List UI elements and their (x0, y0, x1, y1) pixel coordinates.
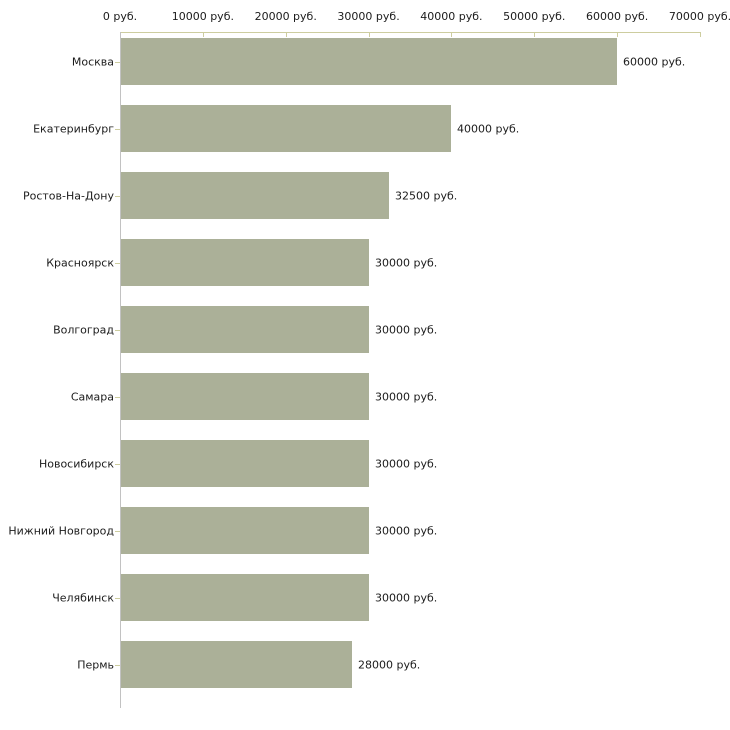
x-axis-tick-label: 60000 руб. (586, 10, 649, 23)
category-axis-tick (115, 196, 120, 197)
x-axis-tick-label: 70000 руб. (668, 10, 730, 23)
bar (121, 239, 369, 286)
category-label: Екатеринбург (33, 122, 114, 135)
value-label: 30000 руб. (375, 256, 438, 269)
category-label: Ростов-На-Дону (22, 189, 114, 202)
category-axis-tick (115, 397, 120, 398)
category-label: Нижний Новгород (8, 524, 114, 537)
category-label: Красноярск (46, 256, 114, 269)
x-axis-tick-label: 50000 руб. (503, 10, 566, 23)
bar (121, 440, 369, 487)
x-axis-tick (534, 32, 536, 37)
x-axis-tick (700, 32, 701, 37)
value-label: 30000 руб. (375, 591, 438, 604)
x-axis-line (120, 32, 700, 33)
bar (121, 105, 451, 152)
value-label: 40000 руб. (457, 122, 520, 135)
bar (121, 641, 352, 688)
category-axis-tick (115, 598, 120, 599)
category-axis-tick (115, 62, 120, 63)
x-axis-tick (617, 32, 619, 37)
category-label: Пермь (77, 658, 114, 671)
value-label: 30000 руб. (375, 323, 438, 336)
value-label: 28000 руб. (358, 658, 421, 671)
value-label: 30000 руб. (375, 390, 438, 403)
category-label: Челябинск (52, 591, 114, 604)
x-axis-tick (451, 32, 453, 37)
category-label: Волгоград (53, 323, 114, 336)
x-axis-tick-label: 0 руб. (102, 10, 138, 23)
x-axis-tick (285, 32, 287, 37)
x-axis-tick-label: 20000 руб. (254, 10, 317, 23)
category-axis-tick (115, 263, 120, 264)
value-label: 30000 руб. (375, 457, 438, 470)
category-axis-tick (115, 665, 120, 666)
bar (121, 38, 617, 85)
x-axis-tick-label: 30000 руб. (337, 10, 400, 23)
category-label: Новосибирск (38, 457, 114, 470)
bar (121, 373, 369, 420)
value-label: 32500 руб. (395, 189, 458, 202)
bar (121, 574, 369, 621)
x-axis-tick-label: 40000 руб. (420, 10, 483, 23)
x-axis-tick (368, 32, 370, 37)
x-axis-tick-label: 10000 руб. (171, 10, 234, 23)
y-axis-line (120, 32, 121, 708)
bar (121, 306, 369, 353)
category-axis-tick (115, 330, 120, 331)
value-label: 30000 руб. (375, 524, 438, 537)
value-label: 60000 руб. (623, 55, 686, 68)
x-axis-tick (202, 32, 204, 37)
bar (121, 172, 389, 219)
category-axis-tick (115, 464, 120, 465)
category-axis-tick (115, 129, 120, 130)
category-axis-tick (115, 531, 120, 532)
bar (121, 507, 369, 554)
category-label: Москва (71, 55, 114, 68)
category-label: Самара (70, 390, 114, 403)
